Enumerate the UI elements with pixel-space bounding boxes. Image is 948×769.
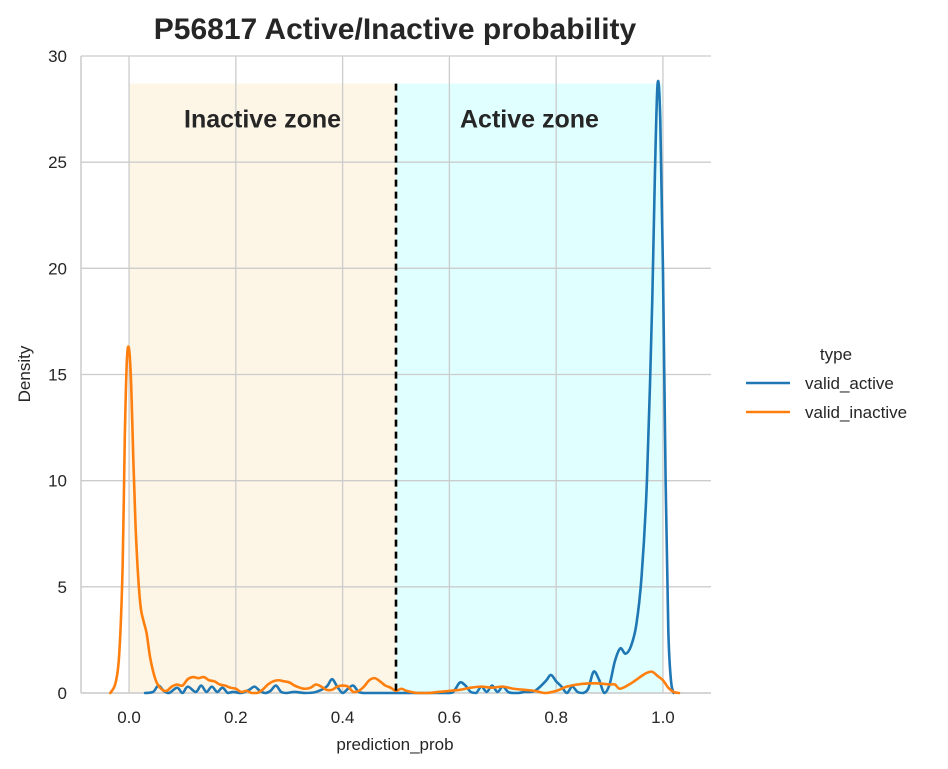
y-tick-label-5: 25	[48, 153, 67, 172]
x-axis-label: prediction_prob	[336, 735, 453, 754]
zone-labels-layer: Inactive zone Active zone	[184, 106, 599, 134]
x-tick-label-1: 0.2	[224, 708, 248, 727]
series-line-valid_active	[143, 79, 675, 695]
legend-title: type	[820, 345, 852, 364]
x-tick-label-4: 0.8	[544, 708, 568, 727]
x-tick-label-5: 1.0	[651, 708, 675, 727]
zone-1-label: Active zone	[460, 106, 599, 134]
legend-label-valid_active: valid_active	[805, 374, 894, 393]
y-tick-label-4: 20	[48, 259, 67, 278]
x-tick-label-0: 0.0	[117, 708, 141, 727]
zone-1-shade	[396, 83, 663, 693]
chart-title: P56817 Active/Inactive probability	[154, 13, 637, 46]
x-tick-label-2: 0.4	[331, 708, 355, 727]
zones-layer	[129, 83, 663, 693]
y-tick-label-1: 5	[58, 578, 67, 597]
x-tick-label-3: 0.6	[438, 708, 462, 727]
y-tick-label-2: 10	[48, 472, 67, 491]
series-line-valid_inactive	[109, 345, 681, 695]
y-axis-label: Density	[15, 345, 34, 402]
y-tick-label-0: 0	[58, 684, 67, 703]
ticks-layer: 0.0 0.2 0.4 0.6 0.8 1.0 0 5 10 15 20 25 30	[48, 47, 675, 727]
y-tick-label-3: 15	[48, 366, 67, 385]
zone-0-shade	[129, 83, 396, 693]
zone-0-label: Inactive zone	[184, 106, 341, 134]
y-tick-label-6: 30	[48, 47, 67, 66]
series-layer	[109, 79, 681, 695]
legend: type valid_active valid_inactive	[746, 345, 907, 422]
legend-label-valid_inactive: valid_inactive	[805, 403, 907, 422]
